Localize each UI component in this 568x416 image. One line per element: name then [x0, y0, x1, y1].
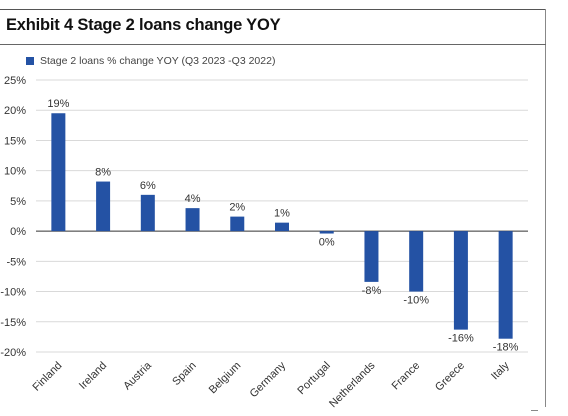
title-underline [0, 44, 546, 45]
data-label: -10% [403, 295, 429, 307]
corner-mark [531, 410, 538, 411]
legend: Stage 2 loans % change YOY (Q3 2023 -Q3 … [26, 55, 275, 67]
x-category-label: Ireland [77, 360, 109, 392]
x-category-label: Spain [170, 360, 198, 388]
data-label: 8% [95, 167, 111, 179]
data-label: 1% [274, 208, 290, 220]
data-label: 6% [140, 180, 156, 192]
x-category-label: France [390, 360, 423, 393]
bar [51, 113, 66, 232]
data-label: 0% [319, 237, 335, 249]
bar [364, 231, 379, 282]
y-tick-label: -15% [0, 317, 26, 329]
x-category-label: Belgium [207, 360, 244, 397]
bar [96, 181, 111, 232]
bar [409, 231, 424, 292]
x-category-label: Portugal [295, 360, 332, 397]
right-rule [545, 9, 546, 407]
y-tick-label: -20% [0, 347, 26, 359]
data-label: -18% [493, 342, 519, 354]
top-rule [0, 9, 546, 10]
data-label: 2% [229, 202, 245, 214]
data-label: 19% [47, 98, 69, 110]
x-category-label: Germany [248, 359, 289, 400]
y-tick-label: -10% [0, 287, 26, 299]
data-label: -16% [448, 333, 474, 345]
exhibit-title: Exhibit 4 Stage 2 loans change YOY [6, 16, 281, 34]
y-tick-label: 5% [10, 196, 26, 208]
bar [140, 194, 155, 232]
x-category-label: Greece [433, 360, 467, 394]
legend-swatch [26, 57, 34, 65]
bar [319, 231, 334, 234]
data-label: -8% [362, 285, 382, 297]
bar [275, 222, 289, 232]
x-category-label: Austria [121, 359, 154, 392]
y-tick-label: 15% [4, 135, 26, 147]
y-tick-label: 20% [4, 105, 26, 117]
y-tick-label: 0% [10, 226, 26, 238]
bar [230, 216, 245, 232]
legend-label: Stage 2 loans % change YOY (Q3 2023 -Q3 … [40, 55, 276, 67]
data-label: 4% [185, 193, 201, 205]
bar [453, 231, 468, 330]
y-tick-label: -5% [6, 256, 26, 268]
x-category-label: Finland [30, 360, 64, 394]
x-category-label: Netherlands [327, 359, 378, 410]
y-tick-label: 10% [4, 166, 26, 178]
bar [185, 208, 200, 232]
x-category-label: Italy [489, 359, 512, 382]
y-tick-label: 25% [4, 75, 26, 87]
bar [498, 231, 513, 339]
